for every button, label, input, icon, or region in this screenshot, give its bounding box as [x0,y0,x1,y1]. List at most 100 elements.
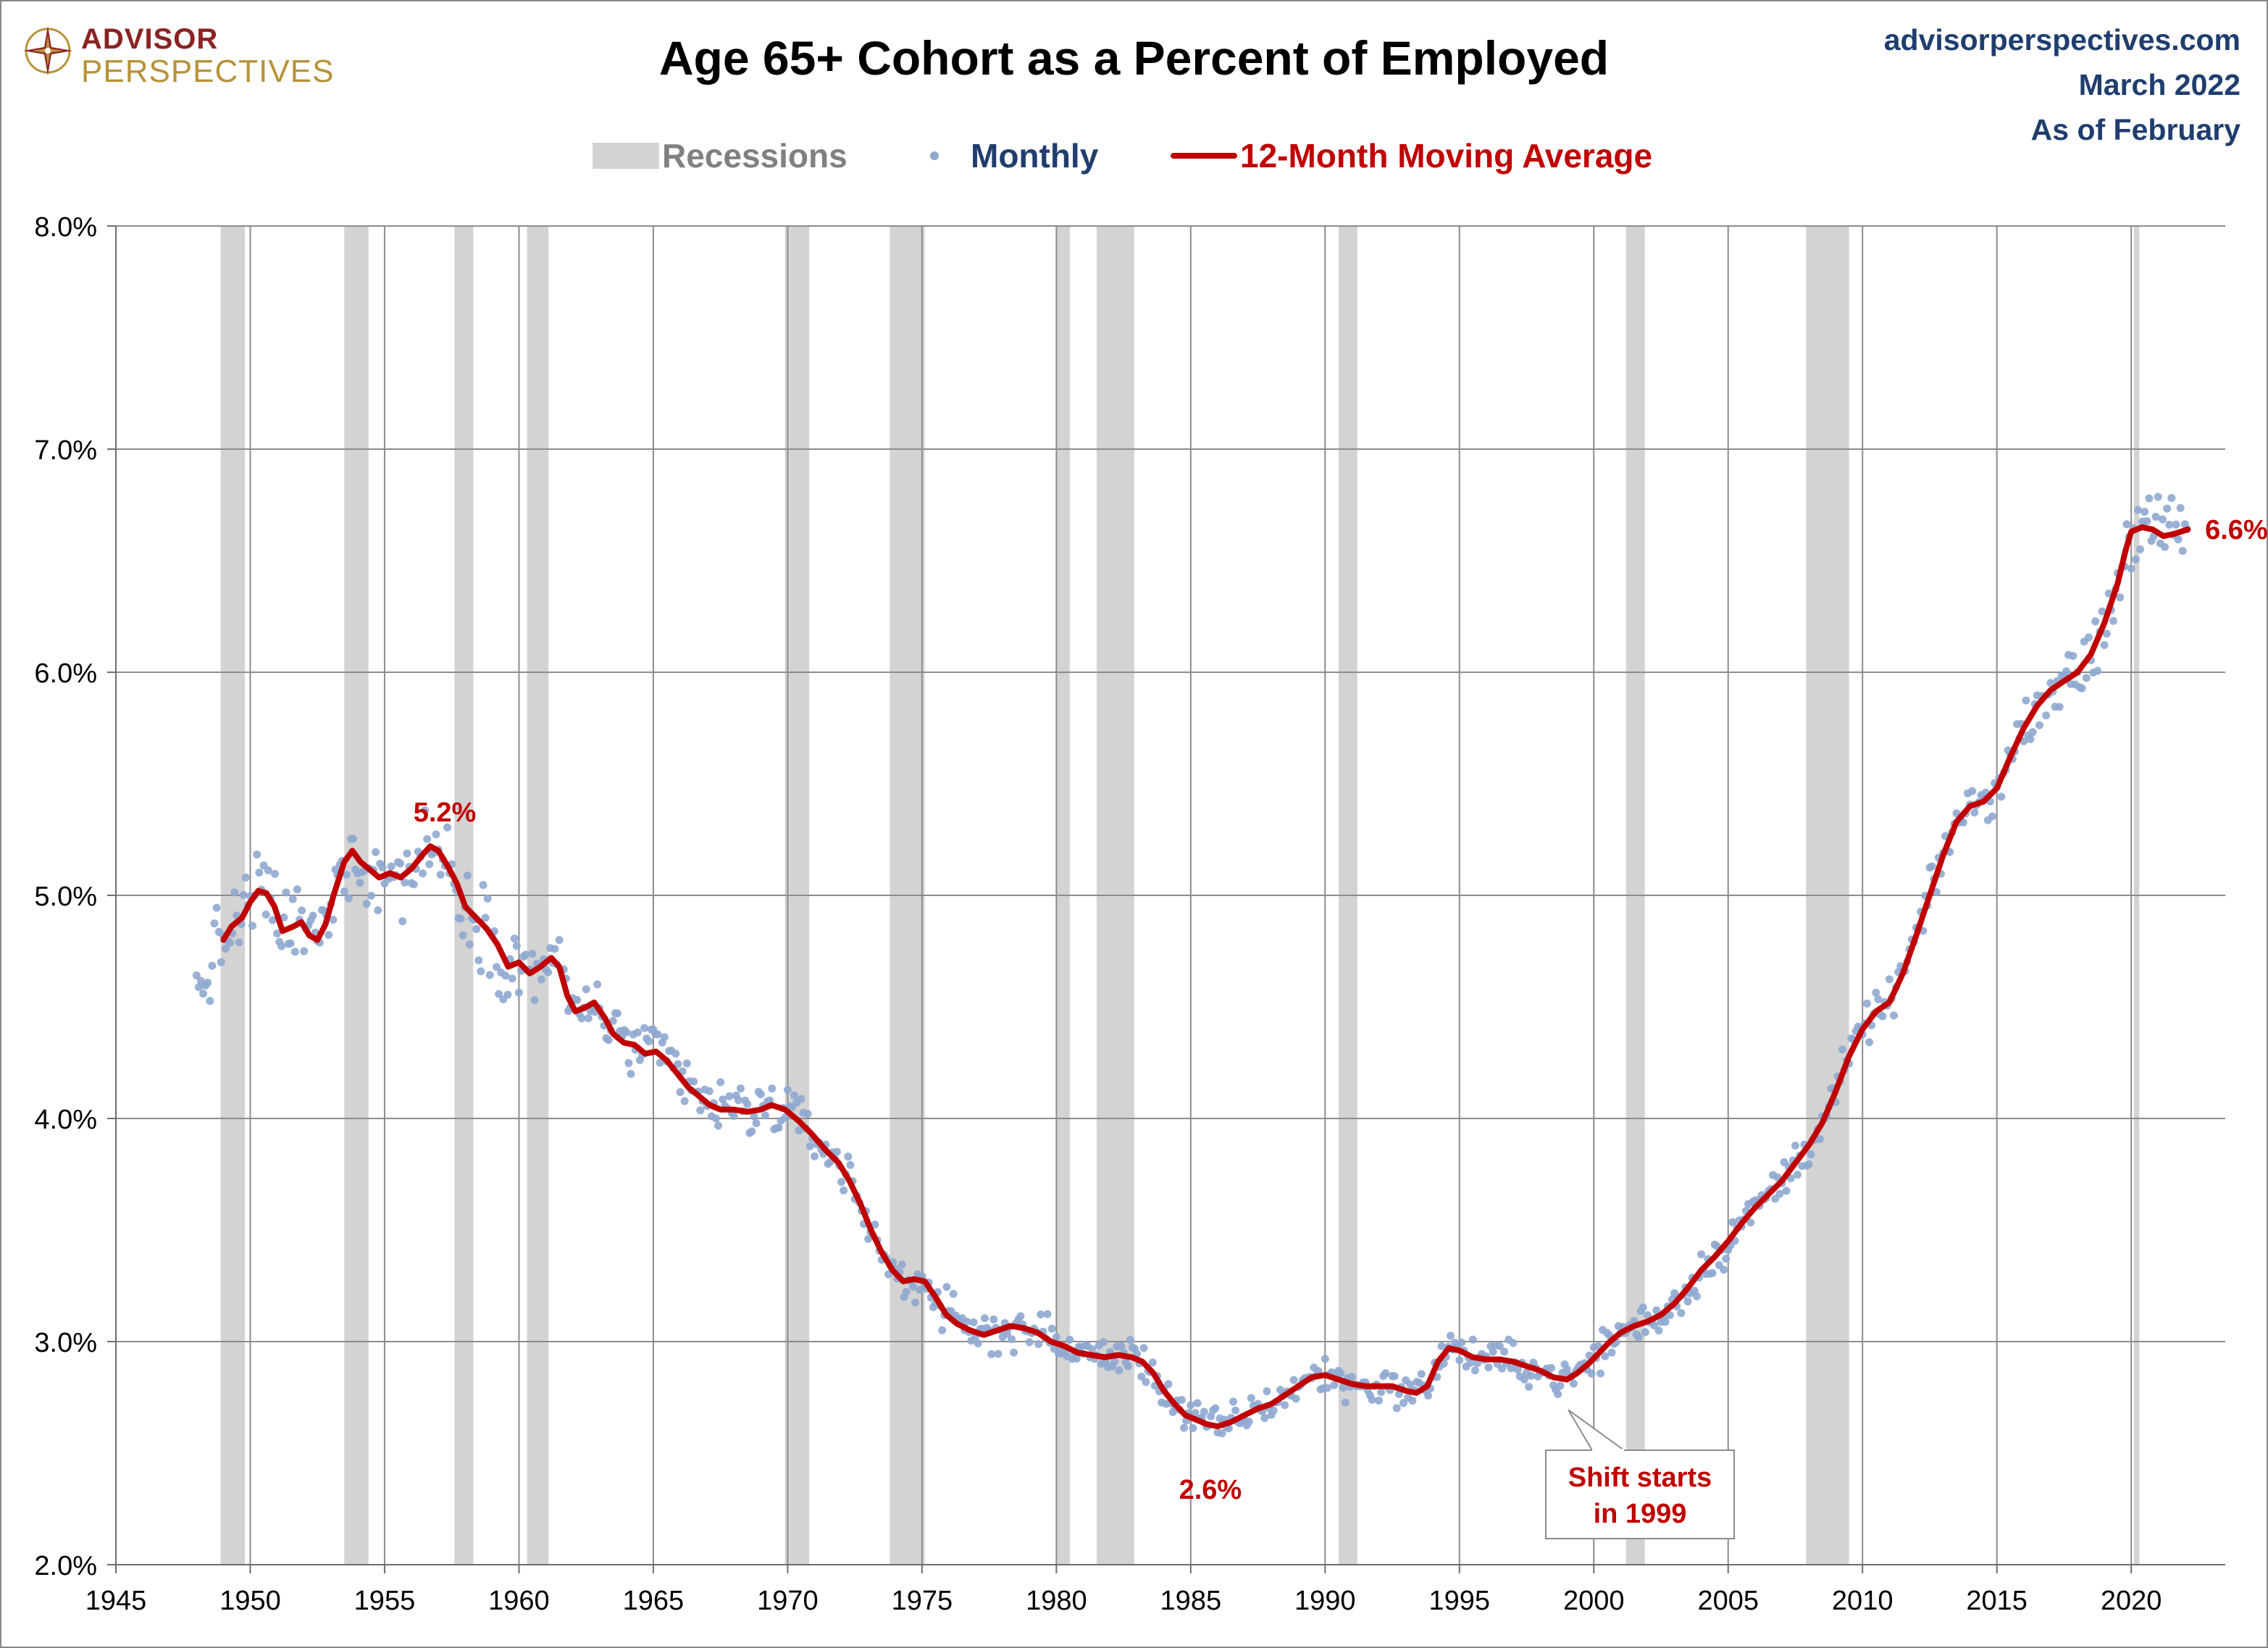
monthly-point [1815,1135,1824,1144]
monthly-point [1470,1366,1479,1375]
callout-joint [1592,1449,1624,1452]
monthly-point [268,916,277,924]
x-tick-label: 2015 [1966,1586,2028,1616]
x-tick-label: 1965 [623,1586,685,1616]
monthly-point [1423,1392,1432,1400]
monthly-point [1200,1408,1208,1416]
x-tick-label: 1960 [488,1586,550,1616]
legend-recession-swatch [593,143,659,169]
monthly-point [309,911,317,920]
monthly-point [1654,1326,1663,1335]
monthly-point [1016,1312,1025,1321]
x-tick-label: 1980 [1026,1586,1087,1616]
monthly-point [994,1350,1003,1358]
monthly-point [1466,1358,1475,1367]
monthly-point [537,975,545,984]
monthly-point [2026,735,2035,743]
monthly-point [288,895,297,903]
monthly-point [1878,1012,1887,1021]
monthly-point [436,870,445,879]
monthly-point [2055,703,2064,711]
monthly-point [544,968,553,976]
monthly-point [344,894,353,903]
monthly-point [1928,862,1936,871]
monthly-point [1189,1423,1197,1432]
monthly-point [199,990,208,998]
monthly-point [1500,1347,1509,1356]
monthly-point [1336,1369,1345,1378]
monthly-point [293,885,301,894]
monthly-point [1229,1397,1238,1406]
monthly-point [840,1186,848,1195]
monthly-point [551,945,559,953]
monthly-point [682,1059,691,1068]
monthly-point [725,1092,734,1100]
monthly-point [1191,1409,1200,1418]
monthly-point [761,1111,769,1120]
monthly-point [1126,1336,1134,1344]
monthly-point [2141,507,2149,516]
monthly-point [1683,1297,1692,1306]
monthly-point [282,888,290,897]
monthly-point [2158,515,2167,524]
monthly-point [1148,1358,1157,1367]
moving-average-series [220,524,2191,1429]
monthly-point [192,971,201,980]
monthly-point [1164,1380,1173,1389]
monthly-point [584,1014,593,1023]
monthly-point [795,1126,803,1135]
monthly-point [2098,607,2106,616]
monthly-point [280,913,288,921]
monthly-point [2091,617,2100,626]
monthly-point [2174,535,2183,544]
monthly-point [774,1124,783,1132]
monthly-point [1634,1333,1643,1342]
monthly-point [656,1058,664,1067]
monthly-point [736,1084,745,1093]
grid-lines [116,225,2225,1565]
monthly-point [374,906,382,915]
monthly-point [969,1318,978,1326]
monthly-point [239,890,248,899]
monthly-point [1231,1406,1240,1415]
monthly-point [1513,1365,1522,1374]
monthly-point [1323,1384,1331,1392]
monthly-point [2084,633,2093,642]
annotation-latest-2022: 6.6% [2205,515,2268,545]
callout-text-line-1: Shift starts [1568,1463,1712,1493]
monthly-point [2145,494,2154,503]
monthly-point [501,971,510,980]
monthly-point [1547,1363,1556,1372]
monthly-point [729,1112,738,1121]
monthly-point [206,997,214,1005]
monthly-point [1794,1171,1802,1179]
monthly-point [2163,504,2172,513]
monthly-point [204,979,212,987]
monthly-point [1008,1335,1016,1344]
monthly-point [1390,1372,1399,1381]
y-tick-label: 2.0% [34,1551,97,1581]
monthly-point [627,1070,635,1079]
monthly-point [264,866,272,874]
monthly-point [403,849,411,858]
monthly-point [1507,1364,1515,1373]
monthly-point [514,988,523,997]
monthly-point [942,1283,951,1292]
monthly-point [273,929,282,938]
monthly-point [1988,812,1997,821]
monthly-point [734,1096,742,1105]
monthly-point [378,863,387,871]
monthly-point [1677,1309,1686,1318]
monthly-point [1455,1356,1464,1365]
monthly-point [640,1024,649,1032]
monthly-point [555,936,564,945]
monthly-point [1885,975,1894,984]
x-tick-label: 2020 [2101,1586,2162,1616]
monthly-point [660,1033,669,1042]
monthly-point [212,903,221,912]
monthly-point [714,1121,723,1130]
legend-moving-average-label: 12-Month Moving Average [1240,137,1653,175]
annotation-peak-1956: 5.2% [414,798,477,828]
y-tick-label: 5.0% [34,882,97,912]
monthly-point [2161,543,2169,551]
